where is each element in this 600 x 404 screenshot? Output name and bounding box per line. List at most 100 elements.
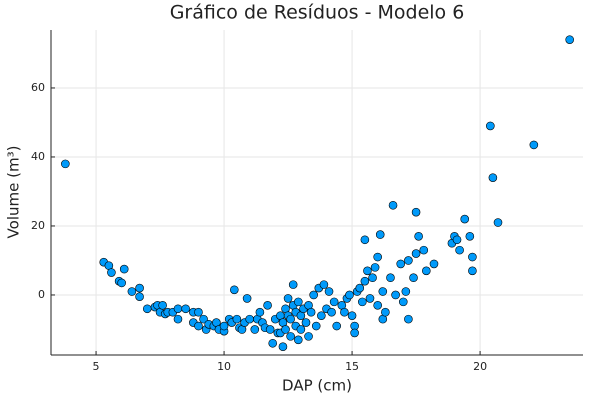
point <box>268 338 278 348</box>
x-axis-label: DAP (cm) <box>282 377 352 395</box>
point <box>391 290 400 300</box>
point <box>309 290 318 300</box>
point <box>158 301 167 310</box>
point <box>296 325 306 334</box>
point <box>340 307 349 317</box>
point <box>363 266 372 276</box>
x-tick-label: 5 <box>93 360 100 373</box>
point <box>411 249 421 258</box>
x-tick-label: 15 <box>345 360 359 373</box>
point <box>230 285 239 295</box>
point <box>327 307 336 317</box>
point <box>411 207 421 217</box>
point <box>265 325 275 334</box>
point <box>386 273 395 283</box>
point <box>199 314 208 324</box>
point <box>429 259 439 269</box>
point <box>368 273 377 283</box>
point <box>135 283 144 293</box>
point <box>409 273 418 283</box>
x-tick-label: 20 <box>473 360 487 373</box>
point <box>404 256 413 265</box>
chart-title: Gráfico de Resíduos - Modelo 6 <box>170 2 465 24</box>
point <box>173 304 183 314</box>
point <box>375 230 385 239</box>
point <box>414 232 423 241</box>
point <box>294 335 303 345</box>
y-tick-label: 60 <box>31 81 45 94</box>
point <box>488 173 498 182</box>
point <box>142 304 152 314</box>
point <box>401 287 411 296</box>
y-tick-label: 40 <box>31 150 45 163</box>
point <box>350 328 359 338</box>
point <box>286 314 295 324</box>
point <box>107 268 116 277</box>
point <box>468 252 477 262</box>
x-tick-label: 10 <box>217 360 231 373</box>
point <box>255 307 265 317</box>
point <box>181 304 190 314</box>
point <box>117 278 126 288</box>
point <box>365 294 375 303</box>
y-axis-label: Volume (m³) <box>5 146 23 239</box>
point <box>347 311 357 320</box>
point <box>194 321 203 331</box>
point <box>245 314 254 324</box>
point <box>242 294 252 303</box>
point <box>135 292 144 301</box>
point <box>378 287 388 296</box>
point <box>565 35 574 44</box>
point <box>404 314 413 324</box>
point <box>460 214 470 224</box>
point <box>288 280 298 289</box>
point <box>381 307 390 317</box>
point <box>319 280 329 289</box>
point <box>194 307 203 317</box>
point <box>283 294 293 303</box>
point <box>486 121 495 131</box>
point <box>358 297 367 307</box>
point <box>281 325 290 334</box>
y-tick-label: 20 <box>31 219 45 232</box>
point <box>317 311 326 320</box>
point <box>452 235 462 245</box>
point <box>422 266 431 276</box>
point <box>355 283 365 293</box>
point <box>468 266 477 276</box>
point <box>232 314 242 324</box>
y-tick-label: 0 <box>38 288 45 301</box>
point <box>398 297 408 307</box>
point <box>388 200 398 210</box>
point <box>419 245 429 255</box>
point <box>173 314 183 324</box>
point <box>278 342 288 352</box>
point <box>493 218 503 227</box>
point <box>119 264 129 274</box>
point <box>329 297 339 307</box>
point <box>311 321 321 331</box>
point <box>250 325 260 334</box>
point <box>61 159 70 169</box>
point <box>332 321 342 331</box>
point <box>263 301 272 310</box>
point <box>360 276 370 286</box>
point <box>294 297 303 307</box>
point <box>360 235 370 245</box>
point <box>219 321 229 331</box>
point <box>301 318 311 327</box>
point <box>304 332 313 341</box>
point <box>324 287 334 296</box>
point <box>127 287 137 296</box>
point <box>373 301 382 310</box>
point <box>286 332 295 341</box>
point <box>455 245 464 255</box>
point <box>345 290 354 300</box>
point <box>370 263 380 272</box>
point <box>306 307 316 317</box>
point <box>373 252 382 262</box>
point <box>465 232 475 241</box>
point <box>529 140 539 150</box>
point <box>396 259 406 269</box>
